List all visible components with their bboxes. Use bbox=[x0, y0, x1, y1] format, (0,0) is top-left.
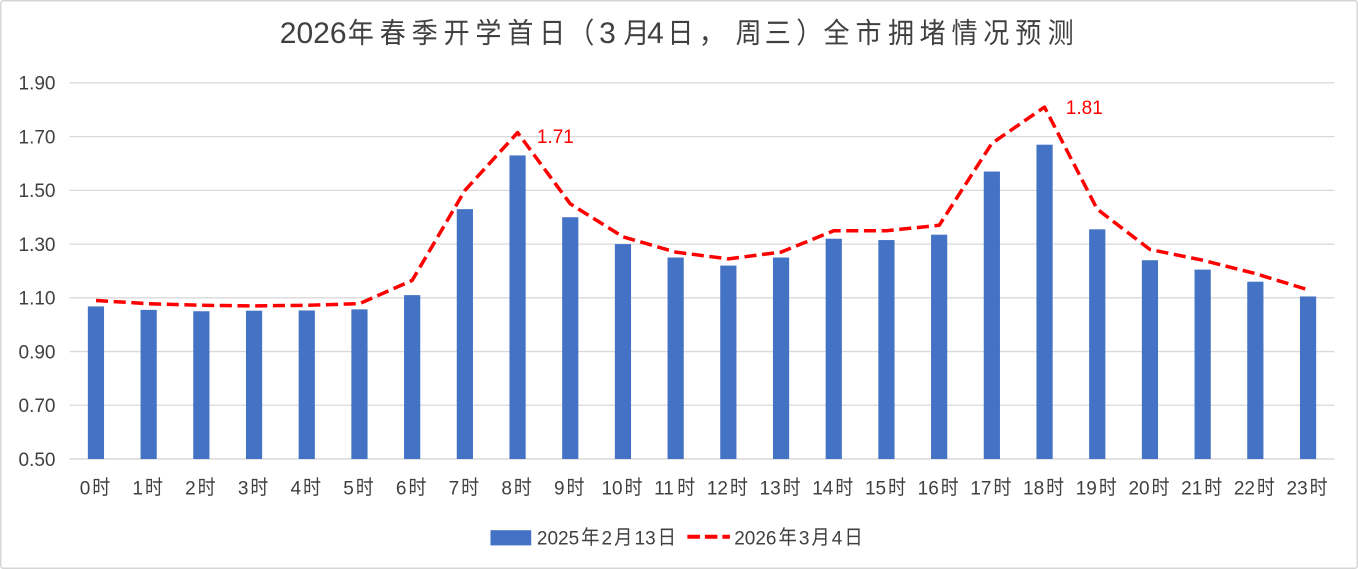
svg-text:9: 9 bbox=[554, 479, 565, 500]
svg-text:1: 1 bbox=[132, 479, 143, 500]
svg-text:0.90: 0.90 bbox=[19, 342, 56, 363]
svg-text:13: 13 bbox=[635, 528, 656, 549]
svg-text:3: 3 bbox=[599, 17, 616, 50]
svg-text:0.70: 0.70 bbox=[19, 396, 56, 417]
svg-text:1.10: 1.10 bbox=[19, 289, 56, 310]
svg-text:20: 20 bbox=[1128, 479, 1149, 500]
svg-text:1.90: 1.90 bbox=[19, 74, 56, 95]
svg-text:22: 22 bbox=[1234, 479, 1255, 500]
svg-text:10: 10 bbox=[601, 479, 622, 500]
svg-text:2: 2 bbox=[185, 479, 196, 500]
svg-text:15: 15 bbox=[865, 479, 886, 500]
svg-text:8: 8 bbox=[501, 479, 512, 500]
svg-text:4: 4 bbox=[647, 17, 664, 50]
svg-text:2: 2 bbox=[602, 528, 613, 549]
svg-text:0: 0 bbox=[80, 479, 91, 500]
svg-text:1.30: 1.30 bbox=[19, 235, 56, 256]
svg-text:17: 17 bbox=[970, 479, 991, 500]
svg-text:5: 5 bbox=[343, 479, 354, 500]
svg-text:6: 6 bbox=[396, 479, 407, 500]
svg-text:21: 21 bbox=[1181, 479, 1202, 500]
svg-text:4: 4 bbox=[832, 528, 843, 549]
svg-text:2025: 2025 bbox=[537, 528, 579, 549]
svg-text:0.50: 0.50 bbox=[19, 450, 56, 471]
svg-text:7: 7 bbox=[449, 479, 460, 500]
svg-text:3: 3 bbox=[238, 479, 249, 500]
svg-text:3: 3 bbox=[799, 528, 810, 549]
svg-text:18: 18 bbox=[1023, 479, 1044, 500]
svg-text:12: 12 bbox=[707, 479, 728, 500]
svg-text:16: 16 bbox=[918, 479, 939, 500]
svg-text:11: 11 bbox=[654, 479, 674, 500]
svg-text:1.70: 1.70 bbox=[19, 127, 56, 148]
svg-text:1.50: 1.50 bbox=[19, 181, 56, 202]
svg-text:2026: 2026 bbox=[280, 17, 347, 50]
svg-text:23: 23 bbox=[1287, 479, 1308, 500]
svg-text:1.71: 1.71 bbox=[537, 127, 574, 148]
svg-text:14: 14 bbox=[812, 479, 834, 500]
svg-text:13: 13 bbox=[760, 479, 781, 500]
svg-text:2026: 2026 bbox=[734, 528, 776, 549]
svg-text:1.81: 1.81 bbox=[1066, 98, 1103, 119]
svg-text:19: 19 bbox=[1076, 479, 1097, 500]
svg-text:4: 4 bbox=[291, 479, 302, 500]
